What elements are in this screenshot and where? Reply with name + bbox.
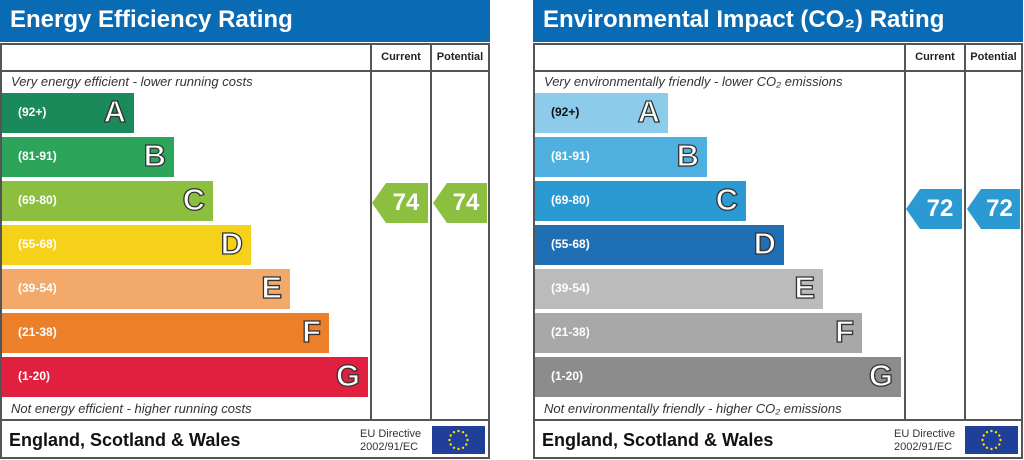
panel-title: Environmental Impact (CO₂) Rating <box>533 0 1023 42</box>
band-letter: C <box>715 181 739 217</box>
eu-flag-icon <box>432 426 485 454</box>
rating-band-d: (55-68) D <box>535 225 784 265</box>
band-letter: D <box>220 225 244 261</box>
rating-band-c: (69-80) C <box>535 181 746 221</box>
band-letter: G <box>868 357 893 393</box>
band-range: (55-68) <box>551 237 590 251</box>
rating-band-e: (39-54) E <box>535 269 823 309</box>
top-note: Very energy efficient - lower running co… <box>11 74 253 89</box>
rating-band-b: (81-91) B <box>535 137 707 177</box>
panel-title: Energy Efficiency Rating <box>0 0 490 42</box>
rating-band-g: (1-20) G <box>2 357 368 397</box>
band-letter: A <box>103 93 127 129</box>
band-range: (1-20) <box>551 369 584 383</box>
band-range: (55-68) <box>18 237 57 251</box>
band-letter: G <box>335 357 360 393</box>
eu-directive: EU Directive 2002/91/EC <box>894 428 955 454</box>
band-range: (92+) <box>551 105 580 119</box>
band-range: (21-38) <box>551 325 590 339</box>
rating-table: Current Potential Very energy efficient … <box>0 43 490 459</box>
eu-line1: EU Directive <box>894 428 956 440</box>
bottom-note: Not energy efficient - higher running co… <box>11 401 252 416</box>
rating-band-g: (1-20) G <box>535 357 901 397</box>
band-letter: E <box>261 269 283 305</box>
rating-band-f: (21-38) F <box>535 313 862 353</box>
current-column-header: Current <box>915 51 955 63</box>
rating-band-a: (92+) A <box>2 93 134 133</box>
band-letter: A <box>637 93 661 129</box>
band-letter: E <box>794 269 816 305</box>
band-letter: B <box>676 137 700 173</box>
potential-column-header: Potential <box>970 51 1017 63</box>
rating-band-f: (21-38) F <box>2 313 329 353</box>
band-range: (81-91) <box>551 149 590 163</box>
potential-column-header: Potential <box>436 51 484 63</box>
band-letter: B <box>143 137 167 173</box>
current-rating-arrow: 74 <box>372 183 428 223</box>
potential-rating-arrow: 72 <box>967 189 1020 229</box>
rating-band-b: (81-91) B <box>2 137 174 177</box>
rating-band-a: (92+) A <box>535 93 668 133</box>
eu-directive: EU Directive 2002/91/EC <box>360 428 421 454</box>
region-label: England, Scotland & Wales <box>9 430 241 450</box>
rating-band-d: (55-68) D <box>2 225 251 265</box>
band-range: (39-54) <box>551 281 590 295</box>
current-column-header: Current <box>381 51 421 63</box>
energy-efficiency-panel: Energy Efficiency Rating Current Potenti… <box>0 0 490 460</box>
environmental-impact-panel: Environmental Impact (CO₂) Rating Curren… <box>533 0 1023 460</box>
rating-table: Current Potential Very environmentally f… <box>533 43 1023 459</box>
eu-line2: 2002/91/EC <box>360 441 419 453</box>
eu-line1: EU Directive <box>360 428 422 440</box>
eu-flag-icon <box>965 426 1018 454</box>
band-range: (92+) <box>18 105 47 119</box>
band-letter: F <box>834 313 854 349</box>
current-rating-arrow: 72 <box>906 189 962 229</box>
top-note: Very environmentally friendly - lower CO… <box>544 74 843 89</box>
region-label: England, Scotland & Wales <box>542 430 774 450</box>
rating-band-c: (69-80) C <box>2 181 213 221</box>
band-range: (69-80) <box>18 193 57 207</box>
band-range: (81-91) <box>18 149 57 163</box>
band-range: (39-54) <box>18 281 57 295</box>
band-range: (69-80) <box>551 193 590 207</box>
band-range: (21-38) <box>18 325 57 339</box>
band-letter: F <box>301 313 321 349</box>
band-range: (1-20) <box>18 369 51 383</box>
band-letter: D <box>753 225 777 261</box>
potential-rating-arrow: 74 <box>433 183 487 223</box>
bottom-note: Not environmentally friendly - higher CO… <box>544 401 842 416</box>
eu-line2: 2002/91/EC <box>894 441 953 453</box>
band-letter: C <box>182 181 206 217</box>
rating-band-e: (39-54) E <box>2 269 290 309</box>
